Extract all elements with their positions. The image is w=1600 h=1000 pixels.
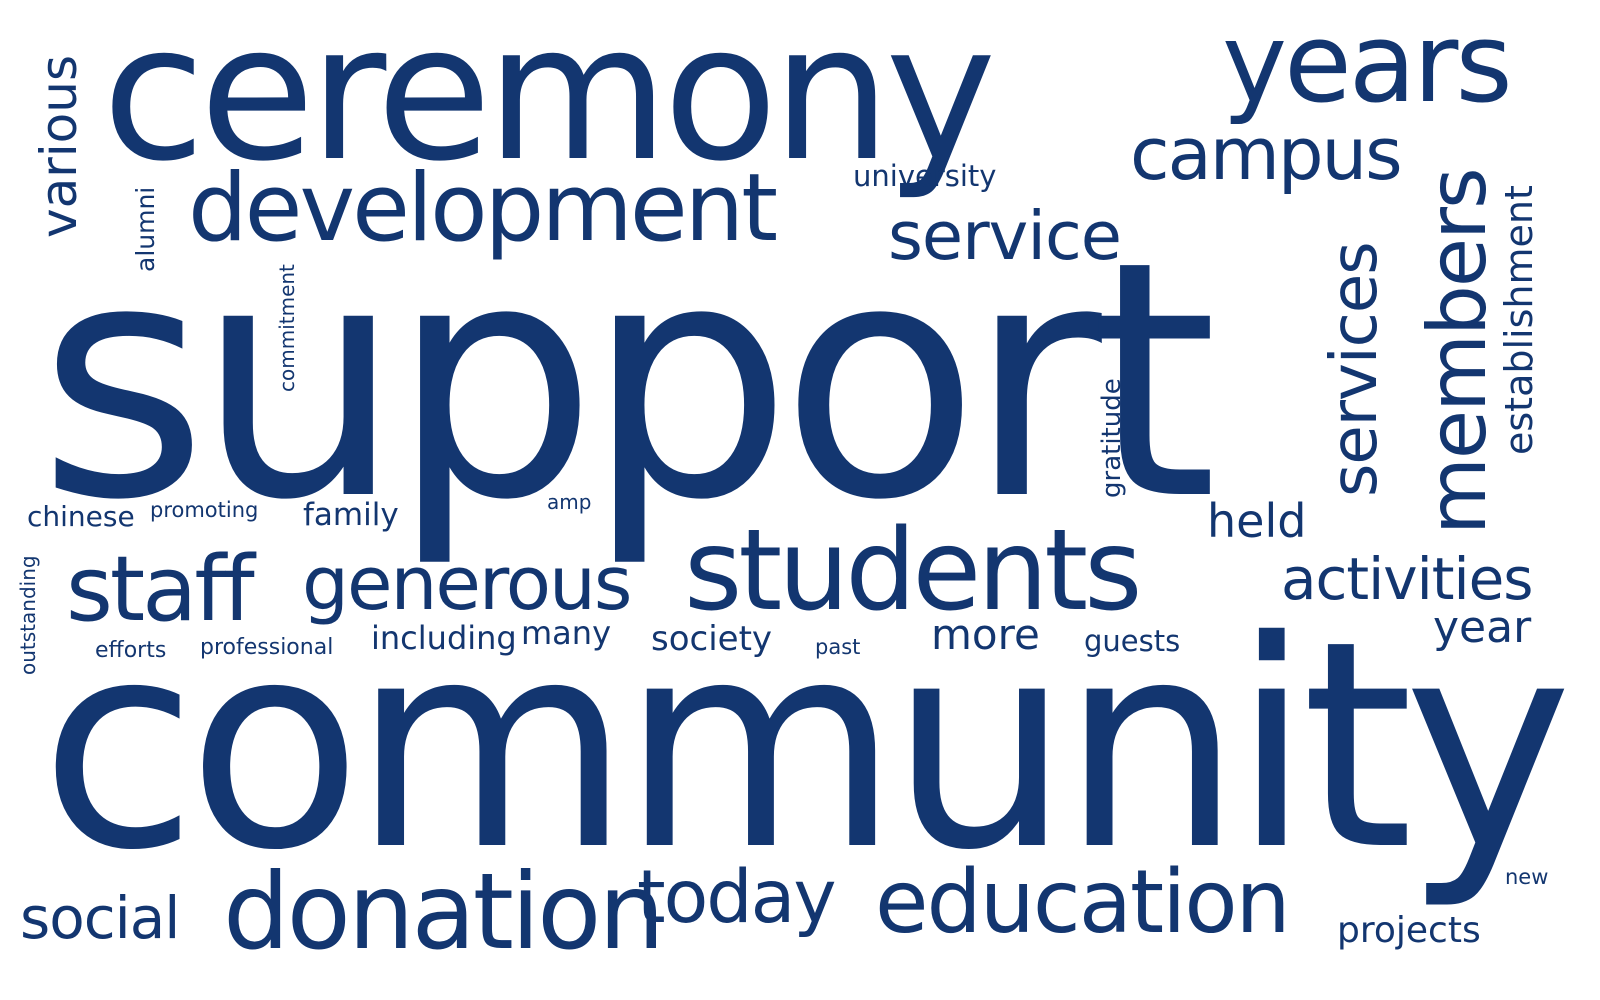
word-alumni: alumni (131, 186, 160, 272)
word-today: today (637, 855, 837, 940)
word-support: support (38, 191, 1218, 571)
word-establishment: establishment (1497, 185, 1541, 455)
word-including: including (371, 619, 517, 657)
word-education: education (875, 851, 1291, 953)
word-university: university (853, 159, 997, 193)
word-various: various (30, 54, 88, 238)
word-amp: amp (547, 490, 592, 514)
word-family: family (303, 497, 399, 533)
word-new: new (1505, 865, 1549, 889)
word-staff: staff (66, 537, 255, 642)
word-activities: activities (1281, 545, 1533, 613)
word-many: many (521, 614, 611, 652)
word-chinese: chinese (27, 500, 135, 533)
word-years: years (1222, 0, 1513, 127)
word-professional: professional (200, 635, 334, 660)
word-campus: campus (1130, 112, 1403, 196)
word-past: past (815, 635, 861, 659)
word-gratitude: gratitude (1097, 378, 1127, 498)
word-donation: donation (223, 851, 665, 973)
word-members: members (1411, 169, 1504, 535)
word-promoting: promoting (150, 498, 259, 522)
word-students: students (684, 506, 1142, 636)
word-held: held (1207, 494, 1307, 548)
word-society: society (651, 619, 773, 659)
word-community: community (40, 581, 1573, 913)
word-more: more (931, 610, 1040, 659)
word-year: year (1433, 602, 1532, 653)
word-social: social (20, 884, 180, 952)
word-outstanding: outstanding (16, 555, 40, 675)
word-projects: projects (1337, 910, 1481, 951)
word-service: service (888, 197, 1122, 275)
word-guests: guests (1084, 624, 1181, 658)
word-services: services (1318, 242, 1392, 497)
word-generous: generous (302, 541, 632, 627)
word-development: development (188, 154, 778, 263)
word-efforts: efforts (95, 638, 167, 663)
word-ceremony: ceremony (102, 0, 996, 203)
word-commitment: commitment (275, 264, 299, 392)
